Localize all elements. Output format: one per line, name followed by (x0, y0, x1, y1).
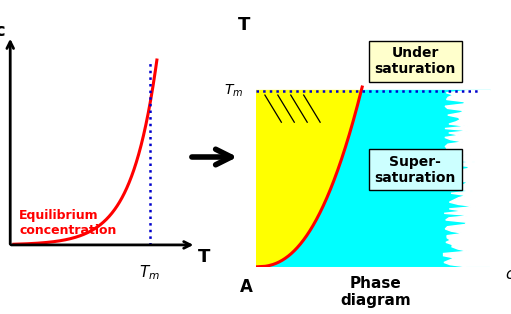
Text: Super-
saturation: Super- saturation (375, 154, 456, 185)
Text: $T_m$: $T_m$ (140, 263, 160, 282)
Text: Equilibrium
concentration: Equilibrium concentration (19, 209, 117, 237)
Polygon shape (256, 90, 491, 267)
Text: T: T (198, 248, 211, 266)
Text: Under
saturation: Under saturation (375, 46, 456, 76)
Text: A: A (240, 278, 252, 296)
Polygon shape (444, 90, 491, 267)
Text: c: c (0, 22, 5, 40)
Text: Phase
diagram: Phase diagram (340, 276, 411, 308)
Text: $c_B$: $c_B$ (505, 268, 511, 284)
Polygon shape (256, 90, 361, 267)
Text: T: T (238, 16, 250, 34)
Text: $T_m$: $T_m$ (224, 82, 244, 99)
